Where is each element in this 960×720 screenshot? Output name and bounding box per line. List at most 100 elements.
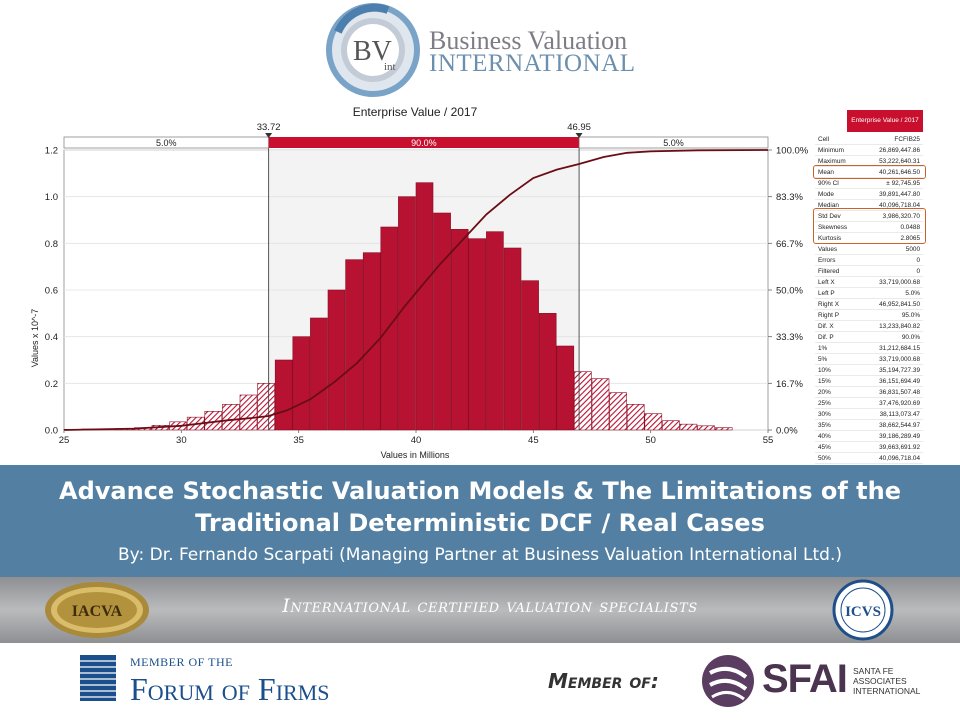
stats-value: 5.0% xyxy=(905,289,920,297)
chart-title: Enterprise Value / 2017 xyxy=(353,105,478,119)
histogram-bar xyxy=(697,425,715,431)
iacva-text: IACVA xyxy=(72,603,123,620)
histogram-bar xyxy=(362,252,381,431)
x-tick-label: 50 xyxy=(645,435,656,446)
logo-mark-sub: int xyxy=(384,61,396,73)
y-tick-label: 0.6 xyxy=(45,286,58,297)
stats-label: Kurtosis xyxy=(818,234,842,242)
icvs-text: ICVS xyxy=(845,604,881,620)
stats-value: 0 xyxy=(916,256,920,264)
histogram-bar xyxy=(433,212,451,431)
stats-label: Values xyxy=(818,245,838,253)
presentation-byline: By: Dr. Fernando Scarpati (Managing Part… xyxy=(118,545,842,565)
y2-tick-label: 16.7% xyxy=(776,379,803,390)
band-right xyxy=(578,136,769,149)
stats-row: 30% 38,113,073.47 xyxy=(815,409,923,420)
stats-header: Enterprise Value / 2017 xyxy=(847,110,923,132)
stats-value: 5000 xyxy=(905,245,920,253)
stats-label: Right P xyxy=(818,311,839,319)
stats-label: 25% xyxy=(818,399,831,407)
stats-row: Skewness 0.0488 xyxy=(815,222,923,233)
cumulative-curve xyxy=(63,149,769,431)
stats-label: Left P xyxy=(818,289,835,297)
bvi-logo: BV int xyxy=(318,2,648,98)
stats-value: 26,869,447.86 xyxy=(879,146,920,154)
icvs-seal-icon: ICVS xyxy=(832,579,894,641)
stats-row: Maximum 53,222,640.31 xyxy=(815,156,923,167)
y-tick-label: 1.2 xyxy=(45,146,58,157)
y-tick-label: 0.2 xyxy=(45,379,58,390)
stats-value: 46,952,841.50 xyxy=(879,300,920,308)
fof-line1: MEMBER OF THE xyxy=(130,655,233,669)
stats-label: 15% xyxy=(818,377,831,385)
y2-tick-label: 100.0% xyxy=(776,146,808,157)
y2-tick-label: 33.3% xyxy=(776,332,803,343)
stats-value: 90.0% xyxy=(901,333,920,341)
stats-value: 40,261,646.50 xyxy=(879,168,920,176)
stats-value: 33,719,000.68 xyxy=(879,278,920,286)
histogram-bar xyxy=(644,413,663,431)
sfai-sub-line2: ASSOCIATES xyxy=(853,676,907,686)
stats-label: 35% xyxy=(818,421,831,429)
histogram-bar xyxy=(574,371,592,431)
stats-value: 53,222,640.31 xyxy=(879,157,920,165)
histogram-bar xyxy=(415,182,434,431)
stats-row: 20% 36,831,507.48 xyxy=(815,387,923,398)
stats-value: 39,186,289.49 xyxy=(879,432,920,440)
fof-line2: Forum of Firms xyxy=(130,671,330,707)
logo-mark: BV xyxy=(353,36,392,67)
band-group: 5.0% 90.0% 5.0% 33.72 46.95 xyxy=(63,122,769,149)
stats-label: Right X xyxy=(818,300,839,308)
title-banner: Advance Stochastic Valuation Models & Th… xyxy=(0,465,960,577)
stats-value: 39,663,691.92 xyxy=(879,443,920,451)
stats-value: 37,476,920.69 xyxy=(879,399,920,407)
histogram-bar xyxy=(521,280,539,431)
x-tick-label: 35 xyxy=(293,435,304,446)
stats-value: 36,831,507.48 xyxy=(879,388,920,396)
stats-row: Filtered 0 xyxy=(815,266,923,277)
stats-value: 35,194,727.39 xyxy=(879,366,920,374)
stats-value: 38,113,073.47 xyxy=(879,410,920,418)
y2-tick-label: 66.7% xyxy=(776,239,803,250)
histogram-bar xyxy=(556,345,575,431)
histogram-chart: Enterprise Value / 2017 5.0% 90.0% 5.0% 33.… xyxy=(30,105,808,460)
stats-row: Errors 0 xyxy=(815,255,923,266)
histogram-bar xyxy=(609,392,627,431)
histogram-bar xyxy=(398,196,416,431)
stats-row: 45% 39,663,691.92 xyxy=(815,442,923,453)
histogram-bar xyxy=(274,359,293,431)
histogram-bar xyxy=(257,383,275,431)
band-right-label: 5.0% xyxy=(663,138,684,148)
stats-value: 2.8065 xyxy=(900,234,920,242)
histogram-bar xyxy=(714,427,733,431)
stats-row: Mean 40,261,646.50 xyxy=(815,167,923,178)
stats-value: 39,891,447.80 xyxy=(879,190,920,198)
stats-label: Median xyxy=(818,201,839,209)
stats-row: 25% 37,476,920.69 xyxy=(815,398,923,409)
axes-group: 25 30 35 40 45 50 55 0.0 0.2 0.4 0.6 0.8 1.0 1.2 0.0% 1… xyxy=(45,146,808,447)
stats-row: Values 5000 xyxy=(815,244,923,255)
histogram-bar xyxy=(591,378,610,431)
stats-label: Mode xyxy=(818,190,834,198)
histogram-bar xyxy=(626,404,645,431)
stats-value: 95.0% xyxy=(901,311,920,319)
stats-value: 36,151,694.49 xyxy=(879,377,920,385)
stats-label: 30% xyxy=(818,410,831,418)
stats-row: 40% 39,186,289.49 xyxy=(815,431,923,442)
x-tick-label: 40 xyxy=(411,435,422,446)
histogram-bar xyxy=(345,259,363,431)
histogram-bar xyxy=(239,394,258,431)
stats-value: 40,096,718.04 xyxy=(879,454,920,462)
stats-label: Cell xyxy=(818,135,830,143)
forum-of-firms-icon xyxy=(80,655,116,701)
histogram-bar xyxy=(679,423,698,431)
stats-row: 10% 35,194,727.39 xyxy=(815,365,923,376)
tagline: International certified valuation specia… xyxy=(282,595,698,617)
histogram-bar xyxy=(503,247,522,431)
stats-row: Right P 95.0% xyxy=(815,310,923,321)
band-middle-label: 90.0% xyxy=(411,138,437,148)
stats-label: 1% xyxy=(818,344,828,352)
x-tick-label: 45 xyxy=(528,435,539,446)
sfai-sub-line3: INTERNATIONAL xyxy=(853,686,921,696)
stats-row: 5% 33,719,000.68 xyxy=(815,354,923,365)
